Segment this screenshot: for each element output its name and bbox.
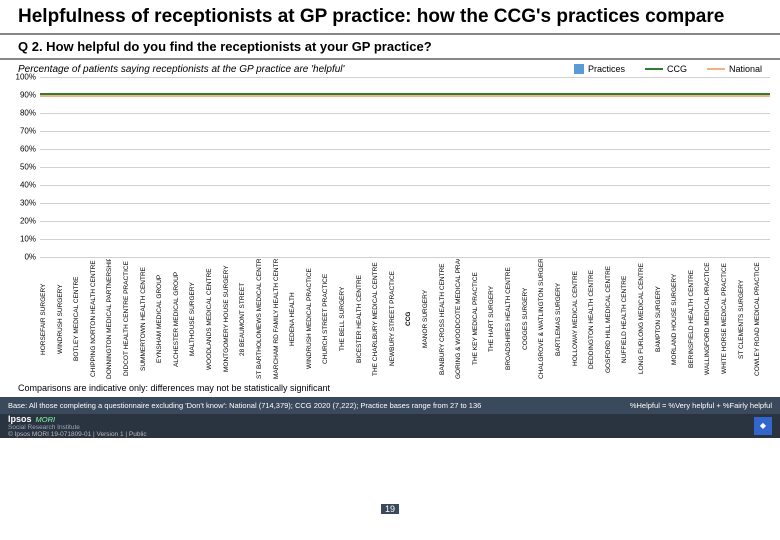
x-tick-label: CHURCH STREET PRACTICE xyxy=(322,259,338,379)
x-tick-label: BOTLEY MEDICAL CENTRE xyxy=(73,259,89,379)
x-tick-label: BERINSFIELD HEALTH CENTRE xyxy=(688,259,704,379)
x-tick-label: COGGES SURGERY xyxy=(522,259,538,379)
x-tick-label: ALCHESTER MEDICAL GROUP xyxy=(173,259,189,379)
x-tick-label: ST BARTHOLOMEWS MEDICAL CENTRE xyxy=(256,259,272,379)
x-tick-label: WINDRUSH SURGERY xyxy=(57,259,73,379)
y-tick-label: 100% xyxy=(16,72,40,81)
legend-practices: Practices xyxy=(574,64,625,74)
x-tick-label: EYNSHAM MEDICAL GROUP xyxy=(156,259,172,379)
legend-national-label: National xyxy=(729,64,762,74)
x-tick-label: WHITE HORSE MEDICAL PRACTICE xyxy=(721,259,737,379)
x-tick-label: MALTHOUSE SURGERY xyxy=(189,259,205,379)
x-tick-label: THE KEY MEDICAL PRACTICE xyxy=(472,259,488,379)
legend-national: National xyxy=(707,64,762,74)
x-tick-label: BANBURY CROSS HEALTH CENTRE xyxy=(439,259,455,379)
x-tick-label: GORING & WOODCOTE MEDICAL PRACTICE xyxy=(455,259,471,379)
legend-practices-label: Practices xyxy=(588,64,625,74)
national-ref-line xyxy=(40,95,770,97)
x-tick-label: BROADSHIRES HEALTH CENTRE xyxy=(505,259,521,379)
logo-ipsos: Ipsos xyxy=(8,414,32,424)
ccg-ref-line xyxy=(40,93,770,95)
bottom-strip: Ipsos MORI Social Research Institute © Ip… xyxy=(0,414,780,438)
x-tick-label: CHALGROVE & WATLINGTON SURGERIES xyxy=(538,259,554,379)
x-tick-label: THE HART SURGERY xyxy=(488,259,504,379)
x-tick-label: SUMMERTOWN HEALTH CENTRE xyxy=(140,259,156,379)
x-tick-label: WINDRUSH MEDICAL PRACTICE xyxy=(306,259,322,379)
x-tick-label: DIDCOT HEALTH CENTRE PRACTICE xyxy=(123,259,139,379)
x-tick-label: MANOR SURGERY xyxy=(422,259,438,379)
y-tick-label: 0% xyxy=(24,252,40,261)
x-tick-label: HOLLOWAY MEDICAL CENTRE xyxy=(572,259,588,379)
legend: Practices CCG National xyxy=(574,64,762,74)
x-tick-label: THE BELL SURGERY xyxy=(339,259,355,379)
x-tick-label: ST CLEMENTS SURGERY xyxy=(738,259,754,379)
footer-formula: %Helpful = %Very helpful + %Fairly helpf… xyxy=(630,401,772,410)
x-axis-labels: HORSEFAIR SURGERYWINDRUSH SURGERYBOTLEY … xyxy=(40,259,770,379)
x-tick-label: HEDENA HEALTH xyxy=(289,259,305,379)
footer-badge-icon: ◆ xyxy=(754,417,772,435)
question-text: Q 2. How helpful do you find the recepti… xyxy=(18,39,762,54)
x-tick-label: NEWBURY STREET PRACTICE xyxy=(389,259,405,379)
x-tick-label: WOODLANDS MEDICAL CENTRE xyxy=(206,259,222,379)
y-tick-label: 90% xyxy=(20,90,40,99)
y-tick-label: 10% xyxy=(20,234,40,243)
x-tick-label: DEDDINGTON HEALTH CENTRE xyxy=(588,259,604,379)
legend-practices-swatch xyxy=(574,64,584,74)
legend-national-swatch xyxy=(707,68,725,70)
logo-mori: MORI xyxy=(36,415,56,424)
legend-ccg-swatch xyxy=(645,68,663,70)
x-tick-label: DONNINGTON MEDICAL PARTNERSHIP xyxy=(106,259,122,379)
comparisons-note: Comparisons are indicative only: differe… xyxy=(0,379,780,397)
x-tick-label: CHIPPING NORTON HEALTH CENTRE xyxy=(90,259,106,379)
page-title: Helpfulness of receptionists at GP pract… xyxy=(18,6,762,29)
x-tick-label: MARCHAM RD FAMILY HEALTH CENTRE xyxy=(273,259,289,379)
y-tick-label: 20% xyxy=(20,216,40,225)
footer-bar: Base: All those completing a questionnai… xyxy=(0,397,780,414)
x-tick-label: THE CHARLBURY MEDICAL CENTRE xyxy=(372,259,388,379)
x-tick-label: BICESTER HEALTH CENTRE xyxy=(356,259,372,379)
y-tick-label: 70% xyxy=(20,126,40,135)
x-tick-label: CCG xyxy=(405,259,421,379)
x-tick-label: MORLAND HOUSE SURGERY xyxy=(671,259,687,379)
y-tick-label: 60% xyxy=(20,144,40,153)
y-tick-label: 80% xyxy=(20,108,40,117)
y-tick-label: 30% xyxy=(20,198,40,207)
footer-base-text: Base: All those completing a questionnai… xyxy=(8,401,630,410)
y-tick-label: 50% xyxy=(20,162,40,171)
x-tick-label: GOSFORD HILL MEDICAL CENTRE xyxy=(605,259,621,379)
gridline xyxy=(40,257,770,258)
page-number: 19 xyxy=(381,504,399,514)
y-tick-label: 40% xyxy=(20,180,40,189)
x-tick-label: MONTGOMERY HOUSE SURGERY xyxy=(223,259,239,379)
copyright: © Ipsos MORI 19-071809-01 | Version 1 | … xyxy=(8,431,147,438)
x-tick-label: BARTLEMAS SURGERY xyxy=(555,259,571,379)
x-tick-label: HORSEFAIR SURGERY xyxy=(40,259,56,379)
chart-subtitle: Percentage of patients saying receptioni… xyxy=(18,64,574,75)
legend-ccg: CCG xyxy=(645,64,687,74)
chart: 0%10%20%30%40%50%60%70%80%90%100% xyxy=(40,77,770,257)
x-tick-label: COWLEY ROAD MEDICAL PRACTICE xyxy=(754,259,770,379)
legend-ccg-label: CCG xyxy=(667,64,687,74)
logo-sub: Social Research Institute xyxy=(8,424,147,431)
x-tick-label: 28 BEAUMONT STREET xyxy=(239,259,255,379)
x-tick-label: LONG FURLONG MEDICAL CENTRE xyxy=(638,259,654,379)
x-tick-label: WALLINGFORD MEDICAL PRACTICE xyxy=(704,259,720,379)
x-tick-label: NUFFIELD HEALTH CENTRE xyxy=(621,259,637,379)
x-tick-label: BAMPTON SURGERY xyxy=(655,259,671,379)
